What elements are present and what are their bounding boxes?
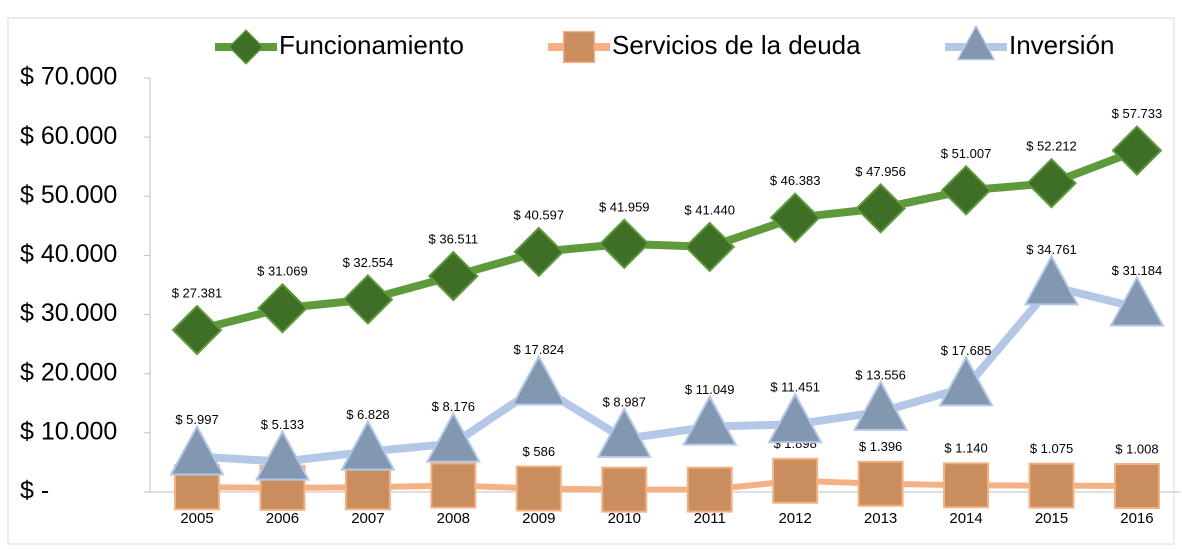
x-tick-label: 2013	[864, 510, 897, 527]
marker	[943, 462, 990, 509]
x-tick-label: 2015	[1035, 510, 1068, 527]
legend-marker	[228, 29, 264, 65]
x-tick-label: 2012	[778, 510, 811, 527]
marker	[171, 304, 223, 356]
data-label: $ 41.959	[599, 199, 650, 214]
x-tick-label: 2005	[180, 510, 213, 527]
data-label: $ 8.176	[432, 399, 475, 414]
data-label: $ 27.381	[172, 285, 223, 300]
marker	[342, 274, 394, 325]
data-label: $ 1.396	[859, 439, 902, 454]
data-label: $ 36.511	[429, 232, 479, 247]
data-label: $ 5.997	[175, 412, 218, 427]
x-tick-label: 2016	[1120, 510, 1153, 527]
x-tick-label: 2009	[522, 510, 555, 527]
data-label: $ 13.556	[855, 367, 906, 382]
y-tick-label: $ 70.000	[20, 63, 117, 91]
marker	[1111, 125, 1163, 176]
marker	[344, 464, 391, 511]
x-tick-label: 2010	[608, 510, 641, 527]
marker	[257, 282, 308, 334]
marker	[682, 394, 738, 446]
data-label: $ 31.069	[257, 264, 308, 279]
data-label: $ 586	[523, 444, 556, 459]
marker	[340, 419, 396, 471]
marker	[769, 192, 821, 244]
data-label: $ 51.007	[941, 146, 992, 161]
data-label: $ 52.212	[1026, 139, 1077, 154]
y-tick-label: $ 10.000	[20, 417, 117, 445]
x-tick-label: 2008	[437, 510, 470, 527]
data-label: $ 11.451	[770, 380, 820, 395]
data-label: $ 6.828	[346, 407, 389, 422]
data-label: $ 5.133	[261, 417, 304, 432]
marker	[596, 406, 652, 458]
marker	[513, 226, 565, 278]
y-tick-label: $ 60.000	[20, 122, 117, 150]
legend-label: Servicios de la deuda	[612, 30, 861, 60]
data-label: $ 46.383	[770, 173, 821, 188]
marker	[1026, 157, 1077, 209]
marker	[598, 218, 650, 270]
y-tick-label: $ 50.000	[20, 181, 117, 209]
x-tick-label: 2014	[949, 510, 982, 527]
marker	[425, 411, 482, 463]
marker	[254, 429, 311, 481]
data-label: $ 1.075	[1030, 441, 1073, 456]
data-label: $ 41.440	[684, 202, 735, 217]
marker	[1028, 462, 1075, 509]
legend-marker	[956, 24, 996, 61]
data-label: $ 47.956	[855, 164, 906, 179]
data-label: $ 32.554	[343, 255, 394, 270]
data-label: $ 17.824	[513, 342, 564, 357]
marker	[852, 379, 909, 431]
y-tick-label: $ 30.000	[20, 299, 117, 327]
data-label: $ 31.184	[1112, 263, 1163, 278]
marker	[169, 424, 225, 476]
marker	[511, 354, 567, 406]
data-label: $ 11.049	[685, 382, 735, 397]
y-tick-label: $ -	[20, 477, 49, 505]
marker	[772, 457, 819, 504]
y-tick-label: $ 40.000	[20, 240, 117, 268]
marker	[855, 182, 907, 234]
marker	[515, 465, 562, 512]
marker	[686, 466, 733, 513]
x-tick-label: 2007	[351, 510, 384, 527]
marker	[601, 466, 648, 513]
marker	[940, 164, 992, 216]
marker	[767, 392, 823, 444]
marker	[1113, 463, 1160, 510]
marker	[1023, 254, 1080, 306]
x-tick-label: 2006	[266, 510, 299, 527]
data-label: $ 8.987	[603, 394, 646, 409]
legend-marker	[562, 30, 596, 64]
data-label: $ 1.140	[944, 441, 987, 456]
marker	[938, 355, 994, 407]
marker	[684, 221, 736, 273]
y-tick-label: $ 20.000	[20, 358, 117, 386]
marker	[857, 460, 904, 507]
legend-label: Funcionamiento	[279, 30, 464, 60]
x-tick-label: 2011	[694, 510, 726, 527]
data-label: $ 17.685	[941, 343, 992, 358]
data-label: $ 1.008	[1115, 441, 1158, 456]
marker	[1109, 275, 1165, 327]
legend-label: Inversión	[1009, 30, 1115, 60]
data-label: $ 34.761	[1026, 242, 1077, 257]
marker	[427, 250, 479, 302]
data-label: $ 40.597	[513, 207, 564, 222]
data-label: $ 57.733	[1112, 106, 1163, 121]
marker	[430, 462, 477, 509]
